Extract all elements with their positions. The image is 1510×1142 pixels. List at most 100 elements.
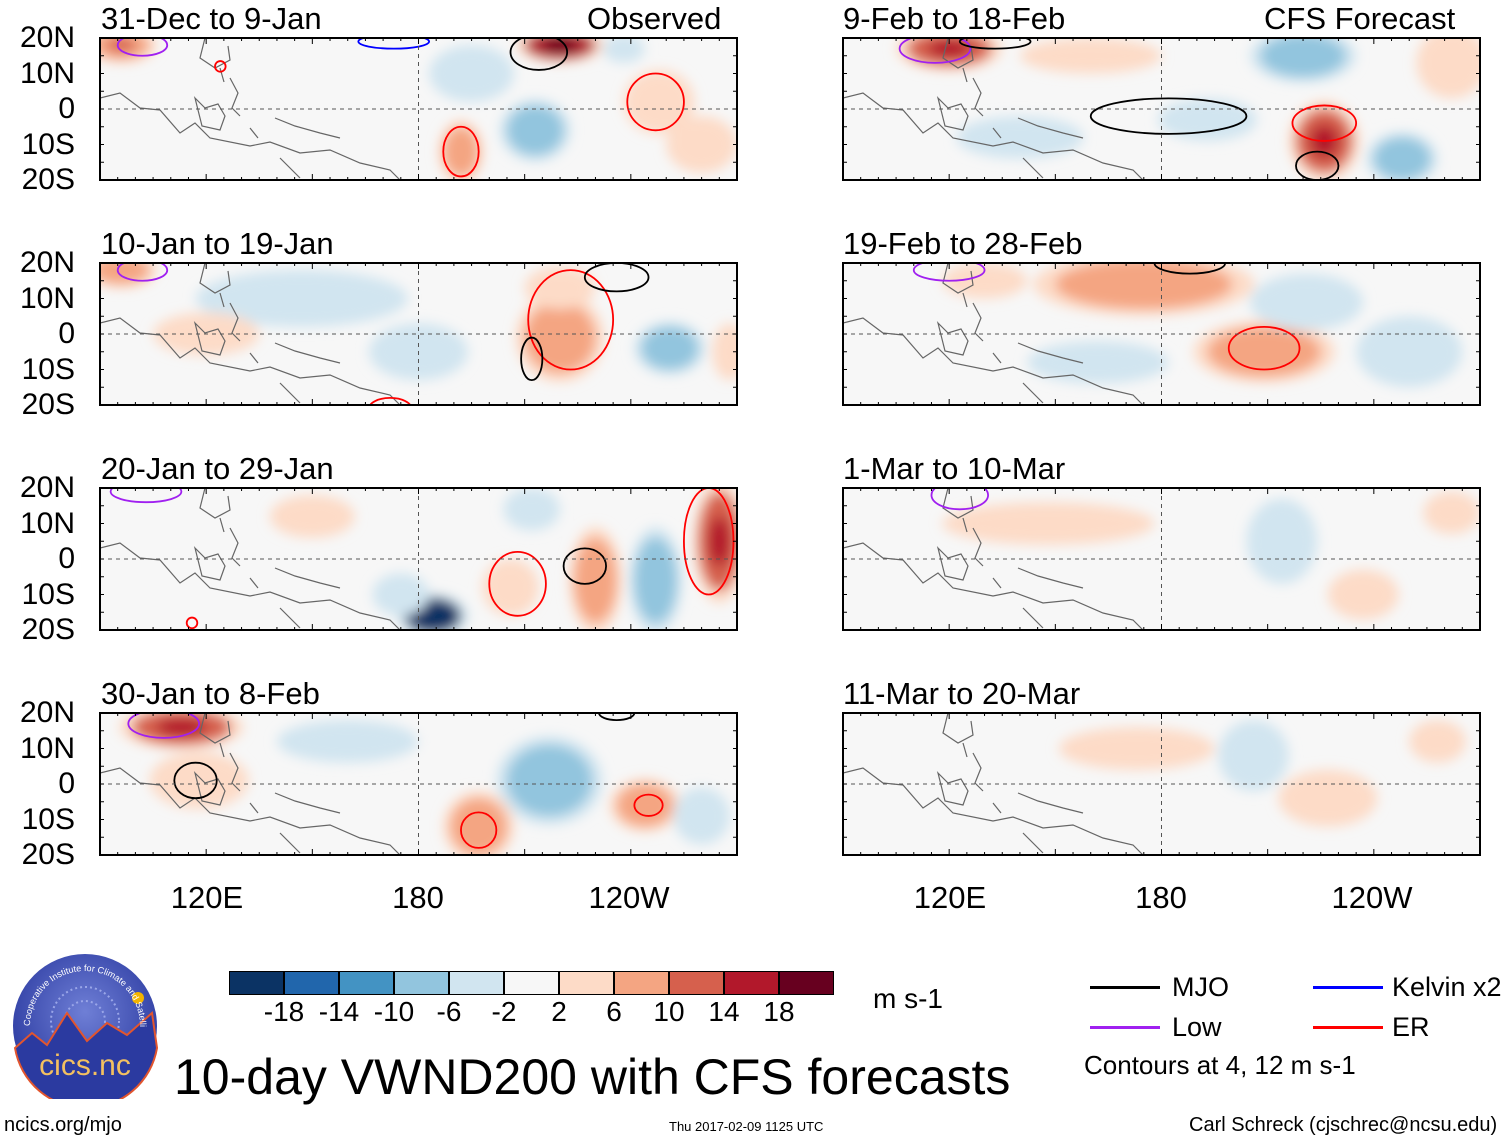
positive-anomaly <box>1423 38 1480 92</box>
lat-label: 20N <box>19 696 75 729</box>
map-panel <box>842 487 1481 631</box>
colorbar-label: 10 <box>653 996 685 1027</box>
negative-anomaly <box>503 488 561 531</box>
positive-anomaly <box>524 266 596 310</box>
contour-er <box>214 60 227 73</box>
positive-anomaly <box>241 133 313 170</box>
lon-label: 180 <box>392 880 444 915</box>
negative-anomaly <box>506 105 564 156</box>
negative-anomaly <box>1260 38 1346 78</box>
anomaly-core <box>927 39 971 58</box>
legend-er-line <box>1313 1026 1383 1029</box>
colorbar-label: -2 <box>491 996 517 1027</box>
panel-title: 30-Jan to 8-Feb <box>101 676 320 711</box>
colorbar-swatch <box>669 971 724 995</box>
negative-anomaly <box>602 38 645 63</box>
positive-anomaly <box>616 784 674 827</box>
panel-title: 31-Dec to 9-Jan <box>101 1 322 36</box>
positive-anomaly <box>712 323 737 381</box>
contour-kelvin <box>357 38 431 50</box>
colorbar-swatch <box>724 971 779 995</box>
positive-anomaly <box>100 263 150 285</box>
positive-anomaly <box>418 723 490 760</box>
lat-label: 20S <box>21 163 75 196</box>
lat-label: 0 <box>58 767 75 800</box>
contour-low <box>127 713 200 739</box>
negative-anomaly <box>1356 316 1463 388</box>
contour-mjo <box>173 761 218 800</box>
lon-label: 120W <box>588 880 670 915</box>
colorbar-swatch <box>229 971 284 995</box>
colorbar-units: m s-1 <box>873 983 943 1014</box>
panel-title: 1-Mar to 10-Mar <box>843 451 1066 486</box>
negative-anomaly <box>1027 341 1169 384</box>
lon-label: 120W <box>1331 880 1413 915</box>
lat-label: 0 <box>58 542 75 575</box>
positive-anomaly <box>623 69 695 134</box>
map-panel <box>99 37 738 181</box>
lat-label: 10S <box>21 352 75 386</box>
coastline <box>843 38 1144 180</box>
lat-label: 20N <box>19 246 75 279</box>
positive-anomaly <box>666 116 737 173</box>
negative-anomaly <box>1373 137 1431 180</box>
contour-low <box>912 263 986 282</box>
lat-label: 20S <box>21 613 75 646</box>
contour-mjo <box>1089 97 1248 135</box>
contour-er <box>442 125 480 178</box>
coastline <box>843 713 1144 855</box>
colorbar-label: -6 <box>436 996 462 1027</box>
panel-title: 9-Feb to 18-Feb <box>843 1 1066 36</box>
lat-label: 20S <box>21 838 75 871</box>
lat-label: 10N <box>19 506 75 540</box>
negative-anomaly <box>372 573 430 616</box>
contour-er <box>460 811 498 849</box>
negative-anomaly <box>1218 720 1289 792</box>
anomaly-core <box>542 38 578 53</box>
contour-mjo <box>598 713 636 721</box>
contour-er <box>626 72 685 132</box>
positive-anomaly <box>1327 569 1399 620</box>
colorbar-swatch <box>614 971 669 995</box>
contour-mjo <box>1153 263 1227 275</box>
colorbar-label: -10 <box>373 996 415 1027</box>
colorbar-swatch <box>559 971 614 995</box>
observed-label: Observed <box>587 1 722 36</box>
contour-mjo <box>1295 150 1340 180</box>
contour-mjo <box>958 38 1032 50</box>
lat-label: 10S <box>21 127 75 161</box>
coastline <box>100 488 401 630</box>
colorbar-label: -14 <box>318 996 360 1027</box>
contour-note: Contours at 4, 12 m s-1 <box>1084 1050 1356 1080</box>
contour-low <box>109 488 183 504</box>
map-panel <box>842 262 1481 406</box>
cics-logo: Cooperative Institute for Climate and Sa… <box>12 953 158 1099</box>
figure-title: 10-day VWND200 with CFS forecasts <box>174 1049 1011 1105</box>
lat-label: 20N <box>19 471 75 504</box>
colorbar-label: 18 <box>763 996 795 1027</box>
lon-label: 180 <box>1135 880 1187 915</box>
contour-low <box>116 38 169 57</box>
footer-url[interactable]: ncics.org/mjo <box>4 1114 122 1136</box>
positive-anomaly <box>1058 727 1215 770</box>
legend-kelvin-label: Kelvin x2 <box>1392 972 1502 1002</box>
positive-anomaly <box>1409 720 1466 763</box>
panel-title: 10-Jan to 19-Jan <box>101 226 334 261</box>
contour-er <box>1291 104 1358 142</box>
positive-anomaly <box>1207 326 1321 377</box>
map-panel <box>842 37 1481 181</box>
map-panel <box>99 712 738 856</box>
negative-anomaly <box>1246 498 1318 584</box>
colorbar-swatch <box>339 971 394 995</box>
negative-anomaly <box>641 326 699 370</box>
legend-er-label: ER <box>1392 1012 1430 1042</box>
anomaly-core <box>708 516 730 567</box>
colorbar-label: 14 <box>708 996 740 1027</box>
coastline <box>100 713 401 855</box>
contour-low <box>116 263 169 282</box>
contour-low <box>930 488 989 511</box>
negative-anomaly <box>634 537 677 623</box>
lat-label: 20S <box>21 388 75 421</box>
lat-label: 20N <box>19 21 75 54</box>
contour-er <box>369 397 412 405</box>
